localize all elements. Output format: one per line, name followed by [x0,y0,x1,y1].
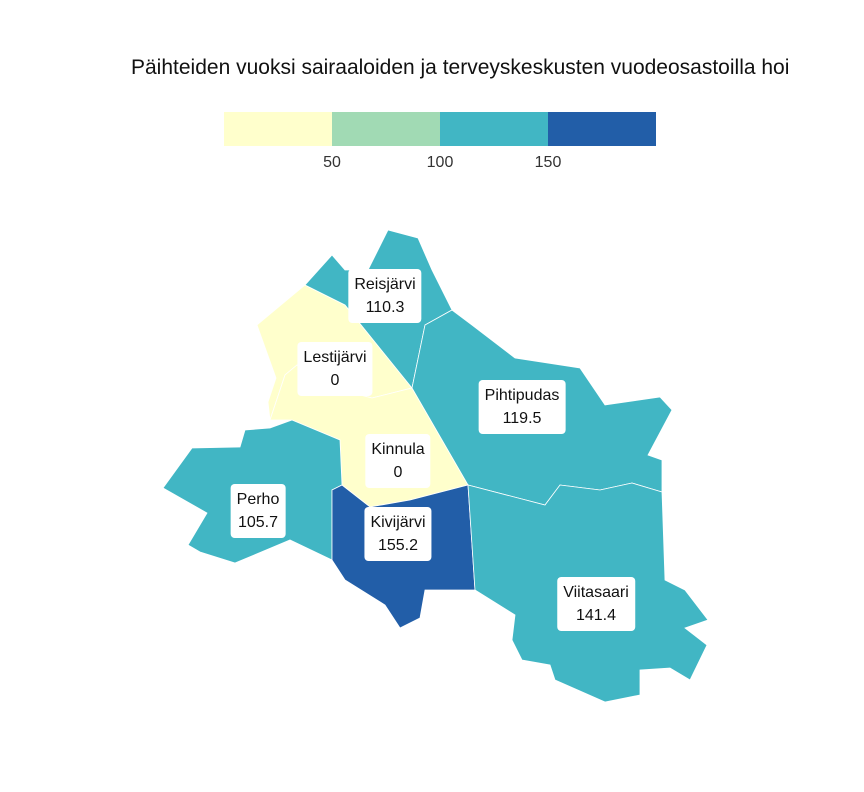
legend-swatch-0 [224,112,332,146]
label-pihtipudas-value: 119.5 [502,410,542,427]
label-reisjarvi: Reisjärvi 110.3 [348,269,422,323]
legend-swatch-2 [440,112,548,146]
label-pihtipudas: Pihtipudas 119.5 [478,380,566,434]
label-kivijarvi: Kivijärvi 155.2 [364,507,432,561]
color-legend: 50 100 150 [224,112,656,172]
legend-swatch-3 [548,112,656,146]
label-kinnula: Kinnula 0 [365,434,431,488]
label-reisjarvi-value: 110.3 [365,299,405,316]
label-viitasaari: Viitasaari 141.4 [557,577,635,631]
legend-tick-50: 50 [323,154,341,171]
label-perho: Perho 105.7 [230,484,286,538]
legend-tick-100: 100 [426,154,454,171]
label-viitasaari-name: Viitasaari [563,584,629,601]
label-lestijarvi-name: Lestijärvi [303,349,367,366]
legend-swatch-1 [332,112,440,146]
label-lestijarvi: Lestijärvi 0 [297,342,373,396]
map-title: Päihteiden vuoksi sairaaloiden ja tervey… [131,56,790,79]
label-lestijarvi-value: 0 [330,372,340,389]
legend-tick-150: 150 [534,154,562,171]
label-pihtipudas-name: Pihtipudas [484,387,560,404]
label-perho-value: 105.7 [237,514,279,531]
label-kivijarvi-value: 155.2 [377,537,419,554]
label-viitasaari-value: 141.4 [575,607,617,624]
label-reisjarvi-name: Reisjärvi [354,276,416,293]
label-perho-name: Perho [236,491,280,508]
label-kinnula-name: Kinnula [371,441,425,458]
label-kivijarvi-name: Kivijärvi [370,514,426,531]
label-kinnula-value: 0 [393,464,403,481]
